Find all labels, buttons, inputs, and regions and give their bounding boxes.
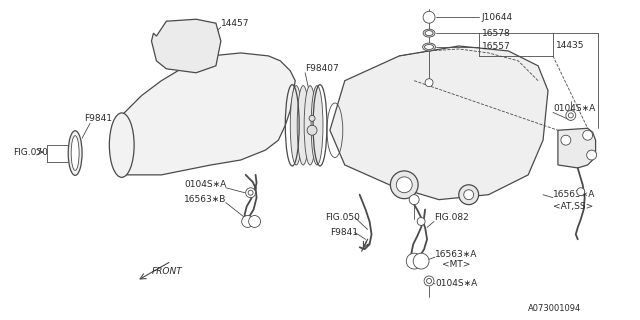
Ellipse shape	[417, 218, 425, 225]
Polygon shape	[122, 53, 295, 175]
Ellipse shape	[582, 130, 593, 140]
Text: FRONT: FRONT	[152, 267, 182, 276]
Ellipse shape	[568, 113, 573, 118]
Text: FIG.050: FIG.050	[325, 213, 360, 222]
Ellipse shape	[423, 11, 435, 23]
Ellipse shape	[424, 44, 433, 50]
Ellipse shape	[304, 86, 316, 165]
Polygon shape	[330, 46, 548, 200]
Text: F98407: F98407	[305, 64, 339, 73]
Ellipse shape	[242, 215, 253, 228]
Ellipse shape	[561, 135, 571, 145]
Text: 14435: 14435	[556, 41, 584, 50]
Ellipse shape	[566, 110, 576, 120]
Ellipse shape	[297, 86, 309, 165]
Ellipse shape	[248, 190, 253, 195]
Text: FIG.070: FIG.070	[13, 148, 47, 156]
Polygon shape	[152, 19, 221, 73]
Text: 16563∗A: 16563∗A	[553, 190, 595, 199]
Ellipse shape	[406, 253, 422, 269]
Ellipse shape	[427, 278, 431, 284]
Text: 0104S∗A: 0104S∗A	[435, 279, 477, 288]
Ellipse shape	[587, 150, 596, 160]
Ellipse shape	[68, 131, 82, 175]
Text: F9841: F9841	[84, 114, 112, 123]
Ellipse shape	[413, 253, 429, 269]
Text: <AT,SS>: <AT,SS>	[553, 202, 593, 211]
Ellipse shape	[459, 185, 479, 204]
Ellipse shape	[71, 136, 79, 171]
Ellipse shape	[422, 43, 435, 51]
Ellipse shape	[425, 79, 433, 87]
Ellipse shape	[307, 125, 317, 135]
Text: F9841: F9841	[330, 228, 358, 237]
Ellipse shape	[246, 188, 255, 198]
Ellipse shape	[248, 215, 260, 228]
Text: 16557: 16557	[481, 43, 510, 52]
Text: A073001094: A073001094	[528, 304, 581, 313]
Text: J10644: J10644	[481, 13, 513, 22]
Text: <MT>: <MT>	[442, 260, 470, 268]
Text: 16563∗A: 16563∗A	[435, 250, 477, 259]
Text: 14457: 14457	[221, 19, 250, 28]
Text: 0104S∗A: 0104S∗A	[184, 180, 227, 189]
Ellipse shape	[409, 195, 419, 204]
Ellipse shape	[423, 29, 435, 37]
Text: FIG.082: FIG.082	[434, 213, 468, 222]
Ellipse shape	[396, 177, 412, 193]
Ellipse shape	[424, 276, 434, 286]
Ellipse shape	[309, 116, 315, 121]
Text: 16563∗B: 16563∗B	[184, 195, 227, 204]
Polygon shape	[558, 128, 596, 168]
Ellipse shape	[425, 31, 433, 36]
Text: 0104S∗A: 0104S∗A	[553, 104, 595, 113]
Ellipse shape	[291, 86, 302, 165]
Text: 16578: 16578	[481, 28, 510, 38]
Ellipse shape	[311, 86, 323, 165]
Ellipse shape	[109, 113, 134, 177]
Ellipse shape	[577, 188, 585, 196]
Ellipse shape	[464, 190, 474, 200]
Ellipse shape	[390, 171, 418, 199]
